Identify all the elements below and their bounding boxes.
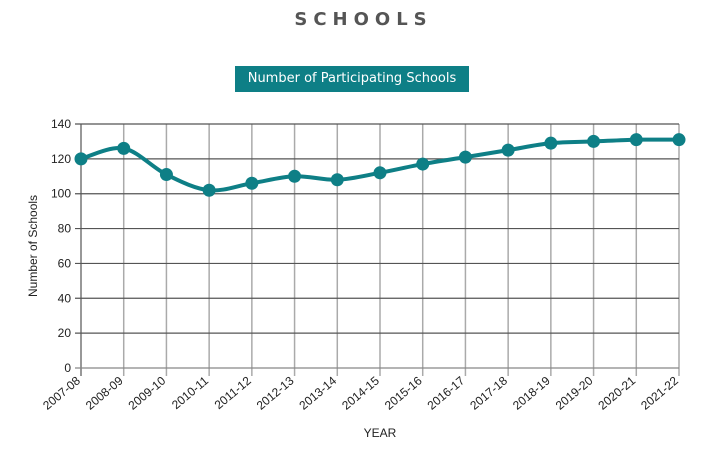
y-tick-label: 120 [51, 152, 71, 166]
y-tick-label: 60 [58, 256, 72, 270]
data-point[interactable] [202, 183, 216, 197]
x-tick-label: 2021-22 [638, 373, 681, 412]
data-point[interactable] [373, 166, 387, 180]
x-tick-label: 2010-11 [169, 373, 211, 412]
series-points [74, 133, 686, 197]
data-point[interactable] [245, 176, 259, 190]
x-tick-label: 2013-14 [296, 373, 339, 412]
y-tick-label: 20 [58, 326, 72, 340]
x-axis-ticks: 2007-08 2008-09 2009-10 2010-11 2011-12 2012-… [40, 373, 681, 412]
x-tick-label: 2011-12 [212, 373, 254, 412]
data-point[interactable] [501, 143, 515, 157]
x-tick-label: 2020-21 [595, 373, 638, 412]
x-tick-label: 2015-16 [382, 373, 425, 412]
x-tick-label: 2007-08 [40, 373, 83, 412]
data-point[interactable] [587, 134, 601, 148]
x-tick-label: 2017-18 [467, 373, 510, 412]
data-point[interactable] [544, 136, 558, 150]
data-point[interactable] [117, 141, 131, 155]
x-tick-label: 2008-09 [83, 373, 126, 412]
data-point[interactable] [330, 173, 344, 187]
y-tick-label: 140 [51, 117, 71, 131]
x-tick-label: 2009-10 [126, 373, 169, 412]
x-tick-label: 2012-13 [254, 373, 297, 412]
data-point[interactable] [74, 152, 88, 166]
x-tick-label: 2014-15 [339, 373, 382, 412]
grid-lines [75, 123, 680, 376]
x-tick-label: 2016-17 [425, 373, 468, 412]
data-point[interactable] [672, 133, 686, 147]
y-tick-label: 0 [64, 361, 71, 375]
chart-title-badge: Number of Participating Schools [235, 66, 469, 92]
data-point[interactable] [159, 168, 173, 182]
y-tick-label: 40 [58, 291, 72, 305]
y-axis-title: Number of Schools [26, 195, 40, 297]
y-tick-label: 100 [51, 187, 71, 201]
x-tick-label: 2018-19 [510, 373, 553, 412]
data-point[interactable] [458, 150, 472, 164]
data-point[interactable] [629, 133, 643, 147]
x-tick-label: 2019-20 [553, 373, 596, 412]
y-axis-ticks: 0 20 40 60 80 100 120 140 [51, 117, 71, 375]
y-tick-label: 80 [58, 222, 72, 236]
data-point[interactable] [288, 169, 302, 183]
page-title: SCHOOLS [294, 9, 433, 30]
x-axis-title: YEAR [364, 426, 397, 440]
data-point[interactable] [416, 157, 430, 171]
